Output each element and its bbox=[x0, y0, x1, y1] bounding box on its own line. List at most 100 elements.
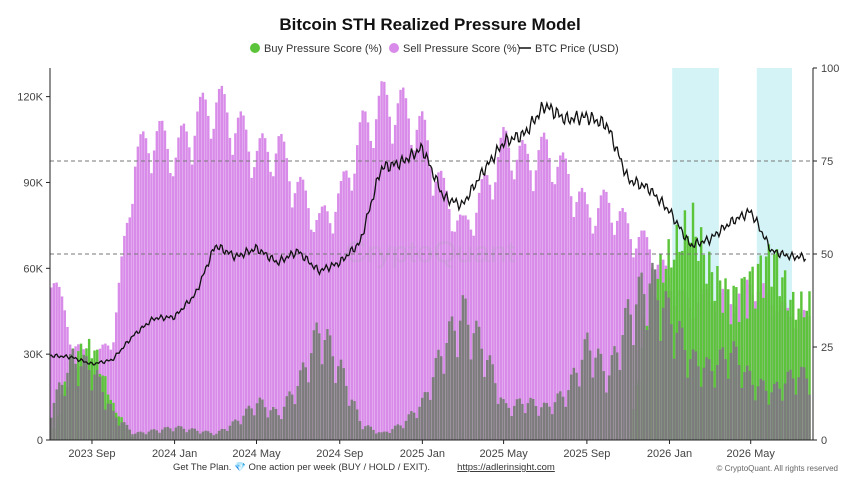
sell-bar bbox=[364, 111, 367, 440]
overlap-bar bbox=[353, 401, 356, 440]
left-axis-ticks: 0 30K 60K 90K 120K bbox=[17, 92, 50, 447]
overlap-bar bbox=[212, 435, 215, 440]
sell-bar bbox=[309, 229, 313, 440]
sell-bar bbox=[599, 195, 603, 440]
sell-bar bbox=[404, 98, 408, 440]
overlap-bar bbox=[602, 371, 605, 440]
overlap-bar bbox=[101, 391, 104, 440]
overlap-bar bbox=[385, 431, 389, 440]
buy-bar bbox=[691, 202, 695, 440]
overlap-bar bbox=[637, 276, 641, 440]
overlap-bar bbox=[727, 378, 730, 440]
overlap-bar bbox=[532, 398, 535, 440]
left-tick-label: 30K bbox=[23, 349, 43, 361]
overlap-bar bbox=[450, 316, 454, 440]
overlap-bar bbox=[215, 433, 218, 440]
sell-bar bbox=[591, 233, 595, 440]
overlap-bar bbox=[743, 372, 746, 440]
overlap-bar bbox=[754, 400, 757, 440]
overlap-bar bbox=[477, 326, 481, 440]
overlap-bar bbox=[128, 429, 131, 440]
x-tick-label: 2026 May bbox=[727, 448, 776, 460]
sell-bar bbox=[553, 184, 557, 440]
overlap-bar bbox=[607, 375, 611, 440]
sell-bar bbox=[242, 115, 245, 441]
sell-bar bbox=[621, 207, 624, 440]
footer-text: Get The Plan. 💎 One action per week (BUY… bbox=[173, 461, 430, 473]
overlap-bar bbox=[453, 330, 456, 440]
overlap-bar bbox=[610, 355, 614, 440]
overlap-bar bbox=[613, 346, 616, 440]
sell-bar bbox=[123, 235, 126, 440]
right-tick-label: 100 bbox=[821, 63, 839, 75]
overlap-bar bbox=[77, 386, 80, 440]
buy-bar bbox=[762, 297, 765, 440]
overlap-bar bbox=[775, 381, 779, 440]
overlap-bar bbox=[293, 404, 297, 440]
sell-bar bbox=[529, 170, 532, 440]
sell-bar bbox=[58, 286, 61, 440]
overlap-bar bbox=[418, 406, 421, 440]
overlap-bar bbox=[174, 427, 178, 440]
sell-bar bbox=[328, 223, 332, 440]
sell-bar bbox=[147, 153, 150, 441]
x-tick-label: 2025 Jan bbox=[400, 448, 445, 460]
sell-bar bbox=[550, 181, 554, 440]
overlap-bar bbox=[50, 417, 53, 440]
overlap-bar bbox=[315, 322, 318, 440]
overlap-bar bbox=[591, 377, 595, 440]
overlap-bar bbox=[800, 366, 803, 440]
sell-bar bbox=[502, 127, 505, 440]
overlap-bar bbox=[686, 377, 689, 440]
overlap-bar bbox=[548, 406, 551, 440]
footer-link[interactable]: https://adlerinsight.com bbox=[457, 462, 555, 473]
sell-bar bbox=[429, 167, 432, 440]
overlap-bar bbox=[66, 372, 69, 440]
overlap-bar bbox=[380, 432, 383, 440]
overlap-bar bbox=[60, 384, 64, 440]
buy-bar bbox=[708, 251, 711, 440]
sell-bar bbox=[567, 173, 570, 440]
sell-bar bbox=[431, 195, 435, 440]
sell-bar bbox=[226, 112, 229, 441]
sell-bar bbox=[361, 110, 364, 440]
x-tick-label: 2026 Jan bbox=[647, 448, 692, 460]
sell-bar bbox=[356, 145, 359, 440]
overlap-bar bbox=[735, 346, 738, 440]
overlap-bar bbox=[150, 429, 153, 440]
buy-bar bbox=[748, 271, 752, 440]
overlap-bar bbox=[152, 429, 156, 440]
buy-bar bbox=[792, 291, 795, 440]
sell-bar bbox=[442, 177, 446, 441]
overlap-bar bbox=[767, 404, 771, 440]
overlap-bar bbox=[158, 432, 161, 440]
sell-bar bbox=[588, 217, 592, 440]
buy-bar bbox=[743, 276, 746, 440]
overlap-bar bbox=[318, 333, 321, 440]
sell-bar bbox=[510, 170, 513, 440]
buy-bar bbox=[686, 235, 689, 440]
overlap-bar bbox=[337, 366, 340, 440]
sell-bar bbox=[207, 115, 210, 441]
right-tick-label: 25 bbox=[821, 342, 833, 354]
overlap-bar bbox=[521, 403, 524, 440]
left-tick-label: 0 bbox=[37, 435, 43, 447]
overlap-bar bbox=[282, 406, 286, 440]
overlap-bar bbox=[732, 341, 735, 440]
sell-bar bbox=[491, 199, 494, 440]
overlap-bar bbox=[486, 360, 489, 440]
overlap-bar bbox=[797, 377, 800, 440]
overlap-bar bbox=[751, 384, 754, 440]
overlap-bar bbox=[702, 367, 706, 440]
overlap-bar bbox=[169, 428, 172, 440]
overlap-bar bbox=[166, 426, 169, 440]
buy-bar bbox=[694, 236, 697, 440]
sell-bar bbox=[561, 152, 565, 440]
overlap-bar bbox=[274, 408, 278, 440]
sell-bar bbox=[434, 181, 437, 441]
sell-bar bbox=[426, 140, 429, 441]
sell-bar bbox=[353, 173, 356, 441]
btc-price-line bbox=[49, 100, 807, 366]
sell-bar bbox=[299, 176, 302, 440]
overlap-bar bbox=[231, 421, 234, 440]
